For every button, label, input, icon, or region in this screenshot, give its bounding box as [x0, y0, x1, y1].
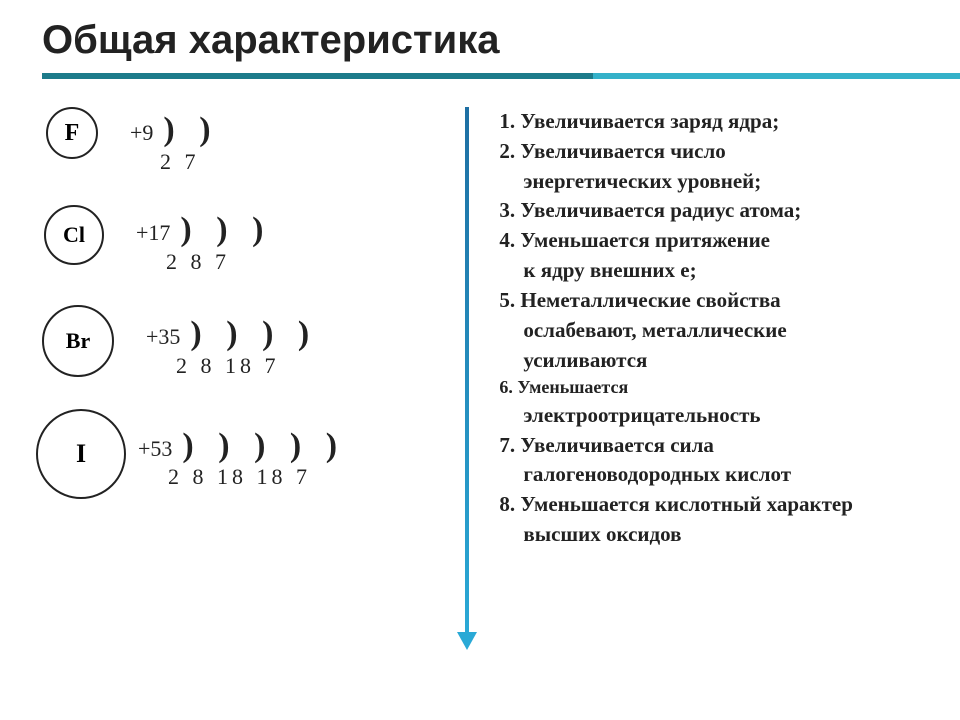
charge: +35	[146, 324, 180, 350]
charge: +17	[136, 220, 170, 246]
shells: ) )	[163, 111, 218, 149]
title-area: Общая характеристика	[0, 0, 960, 79]
property-5b: ослабевают, металлические	[499, 316, 940, 346]
element-symbol: I	[76, 439, 86, 469]
electrons: 2 8 7	[166, 249, 271, 275]
electrons: 2 7	[160, 149, 219, 175]
shells: ) ) ) )	[190, 315, 317, 353]
charge: +53	[138, 436, 172, 462]
property-5c: усиливаются	[499, 346, 940, 376]
element-row-cl: Cl +17 ) ) ) 2 8 7	[44, 205, 453, 275]
element-shells-i: +53 ) ) ) ) ) 2 8 18 18 7	[138, 427, 345, 490]
property-6b: электроотрицательность	[499, 401, 940, 431]
element-circle-br: Br	[42, 305, 114, 377]
element-circle-i: I	[36, 409, 126, 499]
charge: +9	[130, 120, 153, 146]
element-symbol: Br	[66, 328, 90, 354]
element-shells-f: +9 ) ) 2 7	[130, 111, 219, 175]
element-shells-br: +35 ) ) ) ) 2 8 18 7	[146, 315, 317, 379]
element-row-f: F +9 ) ) 2 7	[46, 107, 453, 175]
shells: ) ) )	[180, 211, 271, 249]
element-shells-cl: +17 ) ) ) 2 8 7	[136, 211, 271, 275]
property-8b: высших оксидов	[499, 520, 940, 550]
property-7b: галогеноводородных кислот	[499, 460, 940, 490]
content: F +9 ) ) 2 7 Cl +17 ) ) ) 2 8 7	[0, 79, 960, 550]
property-4b: к ядру внешних е;	[499, 256, 940, 286]
property-4a: 4. Уменьшается притяжение	[499, 226, 940, 256]
shells: ) ) ) ) )	[182, 427, 345, 464]
property-5a: 5. Неметаллические свойства	[499, 286, 940, 316]
page-title: Общая характеристика	[42, 18, 960, 63]
element-circle-cl: Cl	[44, 205, 104, 265]
arrow-line	[465, 107, 469, 637]
element-circle-f: F	[46, 107, 98, 159]
property-7a: 7. Увеличивается сила	[499, 431, 940, 461]
element-symbol: Cl	[63, 222, 85, 248]
property-3: 3. Увеличивается радиус атома;	[499, 196, 940, 226]
properties-column: 1. Увеличивается заряд ядра; 2. Увеличив…	[483, 107, 940, 550]
element-symbol: F	[65, 120, 80, 147]
property-8a: 8. Уменьшается кислотный характер	[499, 490, 940, 520]
electrons: 2 8 18 18 7	[168, 464, 345, 490]
property-1: 1. Увеличивается заряд ядра;	[499, 107, 940, 137]
arrow-column	[453, 107, 483, 550]
arrow-head-icon	[457, 632, 477, 650]
property-6a: 6. Уменьшается	[499, 375, 940, 401]
property-2b: энергетических уровней;	[499, 167, 940, 197]
electrons: 2 8 18 7	[176, 353, 317, 379]
element-row-i: I +53 ) ) ) ) ) 2 8 18 18 7	[36, 409, 453, 499]
property-2a: 2. Увеличивается число	[499, 137, 940, 167]
element-row-br: Br +35 ) ) ) ) 2 8 18 7	[42, 305, 453, 379]
elements-column: F +9 ) ) 2 7 Cl +17 ) ) ) 2 8 7	[36, 107, 453, 550]
